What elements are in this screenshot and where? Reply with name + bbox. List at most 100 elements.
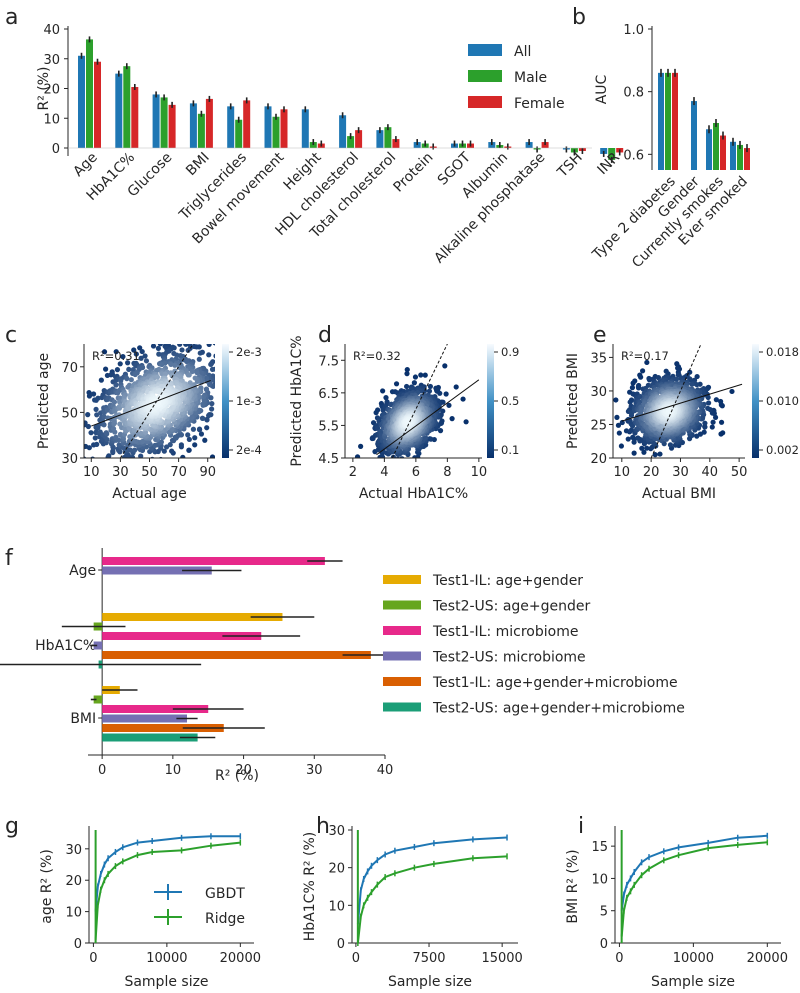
- scatter-point: [125, 384, 131, 390]
- legend-swatch: [383, 651, 421, 661]
- r2-annotation: R²=0.17: [621, 349, 669, 363]
- scatter-point: [209, 366, 215, 372]
- identity-line: [119, 344, 194, 458]
- scatter-point: [404, 366, 410, 373]
- bar-all: [730, 141, 736, 170]
- x-tick-label: 20000: [747, 951, 788, 966]
- scatter-point: [85, 423, 92, 430]
- x-tick-label: 10000: [673, 951, 714, 966]
- bar-male: [123, 66, 131, 148]
- scatter-point: [190, 344, 193, 345]
- scatter-point: [84, 480, 89, 485]
- scatter-point: [400, 460, 405, 465]
- x-tick-label: 90: [199, 465, 216, 480]
- scatter-point: [114, 367, 121, 373]
- y-tick-label: 50: [61, 406, 78, 421]
- scatter-point: [206, 333, 211, 338]
- scatter-point: [705, 405, 711, 411]
- scatter-point: [630, 380, 636, 386]
- scatter-point: [103, 366, 109, 372]
- legend-swatch-male: [468, 70, 502, 82]
- scatter-point: [217, 387, 222, 392]
- y-tick-label: HbA1C%: [35, 638, 96, 654]
- scatter-point: [405, 419, 411, 425]
- scatter-point: [644, 445, 650, 451]
- scatter-point: [185, 432, 191, 438]
- scatter-point: [227, 337, 232, 342]
- scatter-point: [117, 431, 124, 437]
- scatter-point: [75, 400, 80, 405]
- bar-male: [272, 116, 280, 148]
- bar-all: [78, 55, 85, 148]
- colorbar: [752, 344, 759, 458]
- r2-annotation: R²=0.31: [92, 349, 140, 363]
- scatter-point: [154, 401, 160, 407]
- scatter-point: [156, 337, 161, 342]
- scatter-points: [613, 359, 735, 458]
- scatter-point: [204, 425, 210, 431]
- scatter-point: [75, 467, 80, 472]
- x-axis-label: Actual age: [112, 486, 186, 502]
- bar-male: [160, 97, 168, 148]
- colorbar-label: 0.1: [501, 443, 519, 457]
- scatter-point: [196, 426, 203, 432]
- scatter-point: [729, 388, 735, 395]
- scatter-point: [169, 448, 175, 454]
- x-tick-label: 70: [170, 465, 187, 480]
- scatter-point: [652, 452, 658, 458]
- scatter-point: [453, 384, 459, 390]
- scatter-point: [689, 381, 695, 387]
- scatter-point: [171, 338, 176, 343]
- scatter-point: [191, 344, 197, 350]
- bar-male: [737, 144, 743, 170]
- scatter-point: [238, 300, 243, 305]
- x-tick-label: 30: [672, 465, 689, 480]
- bar-all: [264, 106, 272, 148]
- bar-3: [102, 566, 212, 575]
- scatter-point: [614, 414, 620, 420]
- scatter-point: [713, 397, 719, 403]
- panel-h: h 0 7500 15000 0 10 20 30 Sample size HbA1C% R² (…: [302, 814, 523, 990]
- x-tick-label: 50: [731, 465, 748, 480]
- scatter-point: [185, 338, 190, 343]
- scatter-point: [380, 388, 386, 394]
- scatter-point: [94, 441, 100, 447]
- scatter-point: [412, 455, 418, 458]
- legend-label: Test2-US: microbiome: [432, 650, 586, 666]
- scatter-point: [706, 400, 712, 406]
- y-tick-label: 30: [43, 53, 60, 68]
- legend-swatch: [383, 600, 421, 610]
- scatter-point: [442, 363, 448, 369]
- scatter-point: [404, 371, 410, 377]
- scatter-point: [190, 426, 197, 432]
- legend-swatch: [383, 677, 421, 686]
- bar-male: [197, 113, 205, 148]
- y-tick-label: 20: [328, 862, 345, 877]
- bar-0: [102, 613, 283, 621]
- scatter-point: [434, 388, 440, 394]
- scatter-point: [178, 442, 184, 448]
- bar-male: [235, 119, 243, 148]
- scatter-point: [237, 380, 242, 385]
- scatter-point: [88, 430, 94, 436]
- scatter-point: [125, 360, 131, 366]
- y-tick-label: 25: [590, 418, 607, 433]
- scatter-point: [111, 399, 118, 405]
- bar-female: [280, 109, 288, 148]
- scatter-point: [74, 482, 79, 487]
- scatter-point: [154, 374, 161, 380]
- scatter-point: [139, 364, 146, 371]
- bar-2: [102, 632, 262, 640]
- legend-label-ridge: Ridge: [205, 911, 245, 927]
- scatter-point: [375, 407, 381, 413]
- scatter-point: [159, 361, 165, 368]
- identity-line: [650, 344, 702, 458]
- scatter-point: [446, 402, 452, 408]
- scatter-point: [192, 442, 198, 448]
- scatter-point: [230, 368, 235, 373]
- scatter-point: [131, 459, 136, 464]
- scatter-point: [182, 335, 187, 340]
- scatter-point: [657, 451, 663, 457]
- scatter-point: [399, 461, 404, 466]
